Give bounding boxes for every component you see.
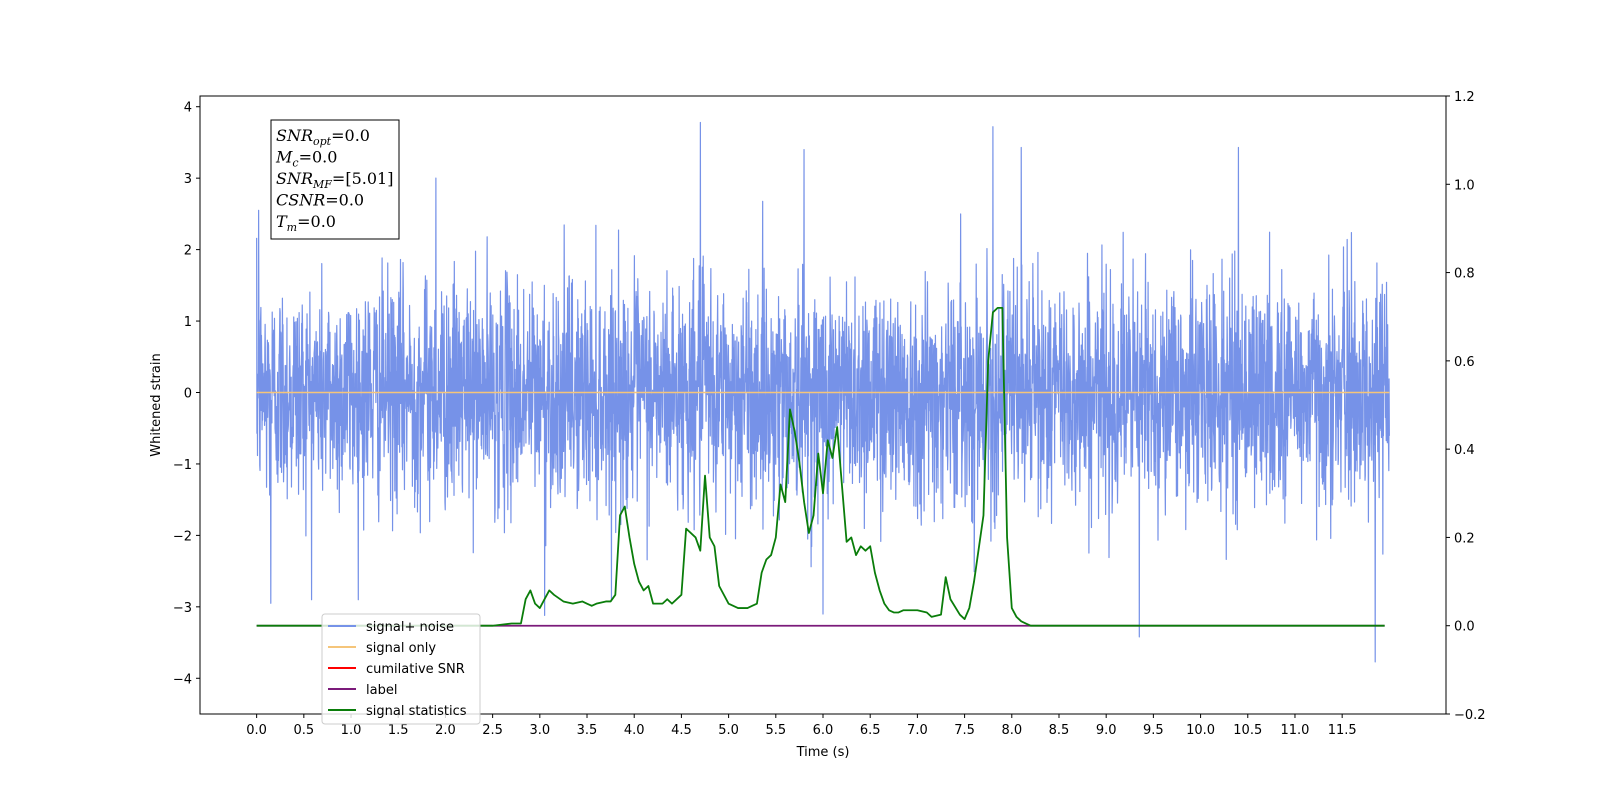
x-tick-label: 10.0 <box>1186 723 1215 738</box>
stats-line: Mc=0.0 <box>275 148 337 170</box>
legend-item: label <box>328 683 397 698</box>
stats-box-frame <box>270 119 400 240</box>
x-tick-label: 4.0 <box>624 723 645 738</box>
x-tick-label: 0.5 <box>293 723 314 738</box>
y2-tick-label: 0.6 <box>1454 355 1475 370</box>
y2-tick-label: 1.2 <box>1454 90 1475 105</box>
y-axis-title: Whitened strain <box>149 353 164 456</box>
x-tick-label: 11.5 <box>1328 723 1357 738</box>
y-tick-label: −1 <box>173 458 192 473</box>
y2-axis-ticks: 1.2 1.0 0.8 0.6 0.4 0.2 0.0 −0.2 <box>1446 90 1486 723</box>
x-axis-title: Time (s) <box>796 745 850 760</box>
x-tick-label: 9.5 <box>1143 723 1164 738</box>
y2-tick-label: 0.0 <box>1454 620 1475 635</box>
legend: signal+ noise signal only cumilative SNR la… <box>321 613 481 725</box>
x-tick-label: 8.5 <box>1049 723 1070 738</box>
legend-item: signal only <box>328 641 436 656</box>
x-tick-label: 7.5 <box>954 723 975 738</box>
legend-item: signal+ noise <box>328 620 454 635</box>
y-axis-ticks: 4 3 2 1 0 −1 −2 −3 −4 <box>173 101 200 687</box>
y-tick-label: 3 <box>184 172 192 187</box>
x-tick-label: 6.5 <box>860 723 881 738</box>
x-tick-label: 1.5 <box>388 723 409 738</box>
x-tick-label: 6.0 <box>813 723 834 738</box>
legend-item: cumilative SNR <box>328 662 465 677</box>
y-tick-label: −2 <box>173 529 192 544</box>
legend-label: cumilative SNR <box>366 662 465 677</box>
x-axis-ticks: 0.0 0.5 1.0 1.5 2.0 2.5 3.0 3.5 4.0 4.5 5.0 5.5 6.0 6… <box>246 714 1357 738</box>
legend-frame <box>321 613 481 725</box>
stats-line: SNRMF=[5.01] <box>276 169 393 191</box>
signal-statistics-line <box>256 306 1385 627</box>
stats-line: Tm=0.0 <box>276 212 336 234</box>
x-tick-label: 8.0 <box>1001 723 1022 738</box>
x-tick-label: 2.0 <box>435 723 456 738</box>
y-tick-label: 4 <box>184 101 192 116</box>
y2-tick-label: 0.4 <box>1454 443 1475 458</box>
x-tick-label: 5.5 <box>765 723 786 738</box>
legend-item: signal statistics <box>328 704 467 719</box>
legend-label: signal statistics <box>366 704 467 719</box>
legend-label: signal+ noise <box>366 620 454 635</box>
legend-label: signal only <box>366 641 436 656</box>
x-tick-label: 5.0 <box>718 723 739 738</box>
y2-tick-label: 0.8 <box>1454 267 1475 282</box>
signal-noise-series <box>256 121 1390 663</box>
x-tick-label: 3.0 <box>529 723 550 738</box>
x-tick-label: 2.5 <box>482 723 503 738</box>
y2-tick-label: 1.0 <box>1454 178 1475 193</box>
x-tick-label: 3.5 <box>577 723 598 738</box>
stats-line: CSNR=0.0 <box>276 191 364 210</box>
x-tick-label: 9.0 <box>1096 723 1117 738</box>
y-tick-label: −4 <box>173 672 192 687</box>
x-tick-label: 4.5 <box>671 723 692 738</box>
y-tick-label: 0 <box>184 386 192 401</box>
signal-noise-line <box>256 121 1390 663</box>
y-tick-label: 2 <box>184 244 192 259</box>
x-tick-label: 11.0 <box>1280 723 1309 738</box>
x-tick-label: 7.0 <box>907 723 928 738</box>
x-tick-label: 10.5 <box>1233 723 1262 738</box>
x-tick-label: 1.0 <box>341 723 362 738</box>
y2-tick-label: −0.2 <box>1454 708 1486 723</box>
stats-line: SNRopt=0.0 <box>276 126 370 148</box>
y-tick-label: 1 <box>184 315 192 330</box>
y2-tick-label: 0.2 <box>1454 531 1475 546</box>
y-tick-label: −3 <box>173 601 192 616</box>
x-tick-label: 0.0 <box>246 723 267 738</box>
legend-label: label <box>366 683 397 698</box>
